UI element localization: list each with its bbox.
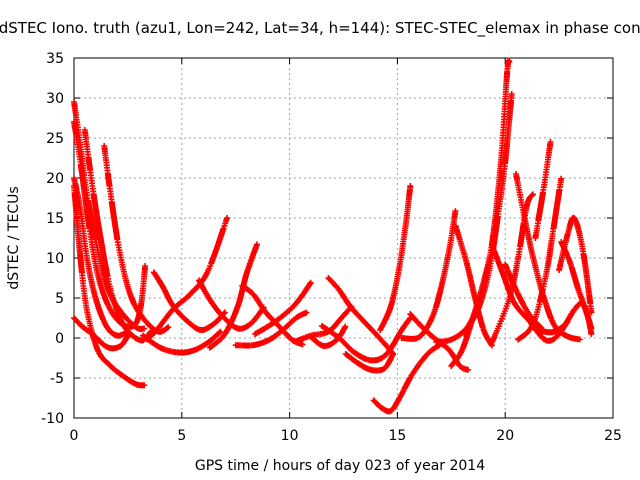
series-35 bbox=[556, 214, 595, 316]
series-markers bbox=[206, 241, 260, 351]
series-7 bbox=[101, 143, 172, 335]
y-tick-label: 5 bbox=[55, 291, 64, 307]
series-6 bbox=[81, 127, 154, 344]
x-axis-label: GPS time / hours of day 023 of year 2014 bbox=[195, 458, 485, 474]
series-12 bbox=[206, 241, 260, 351]
y-tick-label: 20 bbox=[46, 171, 64, 187]
series-markers bbox=[556, 214, 595, 316]
series-3 bbox=[71, 183, 148, 389]
series-37 bbox=[528, 300, 595, 344]
grid bbox=[74, 58, 613, 418]
series-20 bbox=[342, 351, 396, 374]
series-10 bbox=[140, 328, 224, 356]
series-markers bbox=[452, 223, 495, 349]
series-markers bbox=[150, 269, 228, 333]
series-markers bbox=[140, 328, 224, 356]
series-markers bbox=[71, 183, 148, 389]
y-tick-label: 25 bbox=[46, 131, 64, 147]
y-tick-label: 0 bbox=[55, 331, 64, 347]
series-markers bbox=[325, 275, 396, 357]
chart-title: dSTEC Iono. truth (azu1, Lon=242, Lat=34… bbox=[0, 19, 640, 38]
series-19 bbox=[318, 315, 414, 364]
series-markers bbox=[293, 303, 355, 345]
series-markers bbox=[461, 91, 515, 337]
series-22 bbox=[377, 183, 414, 333]
series-5 bbox=[71, 315, 131, 352]
series-9 bbox=[150, 269, 228, 333]
series-markers bbox=[252, 279, 314, 337]
tick-labels: 0 5 10 15 20 25 -10 -5 0 5 10 15 20 25 30 35 bbox=[41, 51, 622, 444]
series-markers bbox=[71, 315, 131, 352]
plot-frame bbox=[73, 57, 614, 419]
series-21 bbox=[370, 342, 443, 415]
y-tick-label: 15 bbox=[46, 211, 64, 227]
series-34 bbox=[532, 139, 554, 241]
series-markers bbox=[101, 143, 172, 335]
series-16 bbox=[293, 303, 355, 345]
y-tick-label: -10 bbox=[41, 411, 64, 427]
series-markers bbox=[318, 315, 414, 364]
data-series bbox=[71, 57, 595, 415]
x-tick-label: 5 bbox=[177, 428, 186, 444]
x-tick-label: 0 bbox=[70, 428, 79, 444]
series-markers bbox=[532, 139, 554, 241]
y-tick-label: 35 bbox=[46, 51, 64, 67]
x-tick-label: 10 bbox=[281, 428, 299, 444]
series-markers bbox=[370, 342, 443, 415]
y-tick-label: -5 bbox=[50, 371, 64, 387]
y-tick-label: 30 bbox=[46, 91, 64, 107]
series-18 bbox=[325, 275, 396, 357]
series-markers bbox=[377, 183, 414, 333]
series-15 bbox=[252, 279, 314, 337]
series-14 bbox=[232, 309, 310, 349]
series-27 bbox=[461, 91, 515, 337]
x-tick-label: 20 bbox=[496, 428, 514, 444]
series-33 bbox=[515, 175, 565, 343]
series-28 bbox=[452, 223, 495, 349]
y-tick-label: 10 bbox=[46, 251, 64, 267]
series-markers bbox=[81, 127, 154, 344]
x-tick-label: 15 bbox=[388, 428, 406, 444]
series-markers bbox=[528, 300, 595, 344]
y-axis-label: dSTEC / TECUs bbox=[6, 186, 22, 289]
series-markers bbox=[515, 175, 565, 343]
series-markers bbox=[232, 309, 310, 349]
x-tick-label: 25 bbox=[604, 428, 622, 444]
series-markers bbox=[342, 351, 396, 374]
